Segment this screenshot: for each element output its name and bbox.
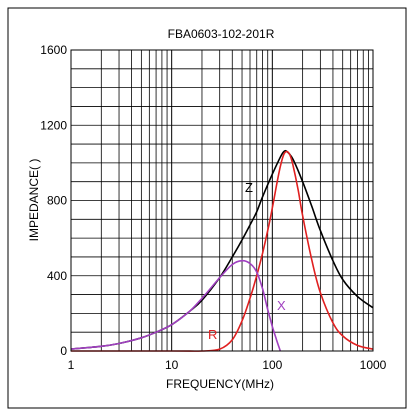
series-group [70,149,374,352]
x-tick-label: 1 [68,358,75,372]
series-label-z: Z [245,180,253,195]
y-tick-labels: 0 400 800 1200 1600 [40,43,67,358]
y-tick-label: 0 [60,344,67,358]
series-label-r: R [208,327,217,342]
x-tick-label: 1000 [360,358,387,372]
y-axis-label: IMPEDANCE( ) [27,159,41,242]
y-tick-label: 400 [47,269,67,283]
x-tick-labels: 1 10 100 1000 [68,358,387,372]
series-line-x [70,259,282,352]
y-tick-label: 1600 [40,43,67,57]
plot-area [70,49,374,352]
outer-border [7,7,407,409]
chart-title: FBA0603-102-201R [168,27,275,41]
x-tick-label: 10 [165,358,179,372]
series-label-x: X [277,298,286,313]
x-tick-label: 100 [262,358,282,372]
y-tick-label: 1200 [40,118,67,132]
series-line-r [70,150,374,352]
x-axis-label: FREQUENCY(MHz) [166,377,274,391]
y-tick-label: 800 [47,194,67,208]
